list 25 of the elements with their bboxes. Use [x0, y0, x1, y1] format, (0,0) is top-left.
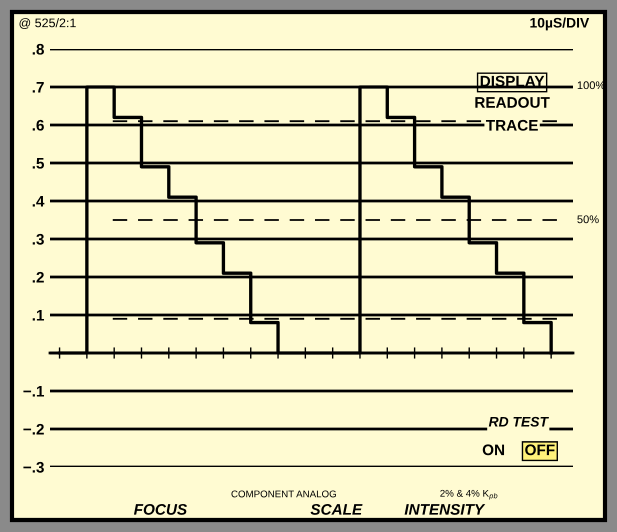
text: SCALE [310, 504, 363, 515]
text: FOCUS [134, 504, 187, 515]
y-tick-label: .6 [32, 120, 44, 131]
y-tick-label: .3 [32, 234, 44, 245]
annotation: TRACE [486, 120, 538, 131]
y-tick-label: .2 [32, 272, 44, 283]
text: 2% & 4% K$_{pb}$ [440, 490, 498, 500]
text: INTENSITY [404, 504, 486, 515]
text: COMPONENT ANALOG [231, 490, 336, 498]
annotation: READOUT [475, 97, 550, 108]
y-tick-label: −.1 [23, 386, 44, 397]
y-tick-label: .1 [32, 310, 44, 321]
y-tick-label: −.3 [23, 462, 44, 473]
annotation: RD TEST [488, 416, 549, 427]
text: 50% [577, 215, 599, 224]
y-tick-label: −.2 [23, 424, 44, 435]
annotation: ON [482, 444, 504, 456]
text: 10µS/DIV [530, 17, 590, 30]
y-tick-label: .8 [32, 44, 44, 55]
annotation: DISPLAY [480, 76, 544, 87]
y-tick-label: .7 [32, 82, 44, 93]
text: @ 525/2:1 [19, 18, 76, 29]
annotation: OFF [525, 444, 555, 456]
y-tick-label: .4 [32, 196, 44, 207]
y-tick-label: .5 [32, 158, 44, 169]
